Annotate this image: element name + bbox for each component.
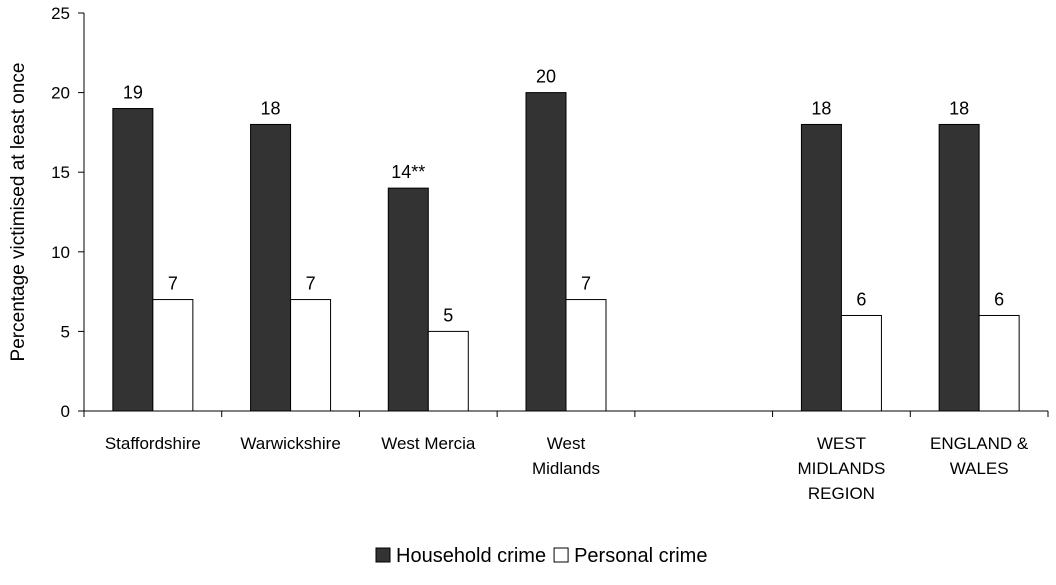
household-crime-bar <box>525 92 567 412</box>
y-tick-label: 20 <box>51 84 70 103</box>
household-crime-data-label: 18 <box>811 98 831 118</box>
axes: 0 5 10 15 20 25 <box>51 4 1049 421</box>
category-label: Midlands <box>532 459 600 478</box>
household-crime-bar <box>387 187 429 412</box>
bars <box>112 92 1020 412</box>
personal-crime-bar <box>978 314 1020 412</box>
legend-label-household-crime: Household crime <box>396 545 546 567</box>
personal-crime-bar <box>152 299 194 412</box>
household-crime-bar <box>250 123 292 412</box>
y-tick-label: 15 <box>51 163 70 182</box>
y-tick-label: 25 <box>51 4 70 23</box>
household-crime-data-label: 18 <box>261 98 281 118</box>
y-tick-label: 10 <box>51 243 70 262</box>
personal-crime-data-label: 7 <box>306 274 316 294</box>
category-labels: Staffordshire Warwickshire West Mercia West… <box>105 434 1029 503</box>
y-tick-label: 0 <box>61 402 70 421</box>
personal-crime-data-label: 7 <box>168 274 178 294</box>
personal-crime-bar <box>565 299 607 412</box>
legend-swatch-personal-crime <box>553 547 569 563</box>
household-crime-bar <box>112 108 154 412</box>
household-crime-data-label: 20 <box>536 67 556 87</box>
category-label: REGION <box>808 484 875 503</box>
household-crime-data-label: 18 <box>949 98 969 118</box>
household-crime-bar <box>938 123 980 412</box>
category-label: ENGLAND & <box>930 434 1029 453</box>
category-label: WALES <box>950 459 1009 478</box>
personal-crime-bar <box>290 299 332 412</box>
y-axis-title: Percentage victimised at least once <box>8 63 29 362</box>
category-label: Staffordshire <box>105 434 201 453</box>
data-labels: 19 18 14** 20 18 18 7 7 5 7 6 6 <box>123 67 1004 326</box>
legend: Household crime Personal crime <box>375 545 707 567</box>
category-label: MIDLANDS <box>797 459 885 478</box>
personal-crime-data-label: 7 <box>581 274 591 294</box>
personal-crime-bar <box>840 314 882 412</box>
y-tick-label: 5 <box>61 322 70 341</box>
category-label: Warwickshire <box>240 434 340 453</box>
category-label: WEST <box>817 434 866 453</box>
category-label: West Mercia <box>381 434 476 453</box>
personal-crime-data-label: 6 <box>994 289 1004 309</box>
household-crime-data-label: 14** <box>391 162 425 182</box>
category-label: West <box>547 434 586 453</box>
legend-swatch-household-crime <box>375 547 391 563</box>
personal-crime-data-label: 6 <box>856 289 866 309</box>
legend-label-personal-crime: Personal crime <box>574 545 707 567</box>
personal-crime-data-label: 5 <box>443 305 453 325</box>
household-crime-data-label: 19 <box>123 83 143 103</box>
household-crime-bar <box>800 123 842 412</box>
personal-crime-bar <box>427 330 469 412</box>
